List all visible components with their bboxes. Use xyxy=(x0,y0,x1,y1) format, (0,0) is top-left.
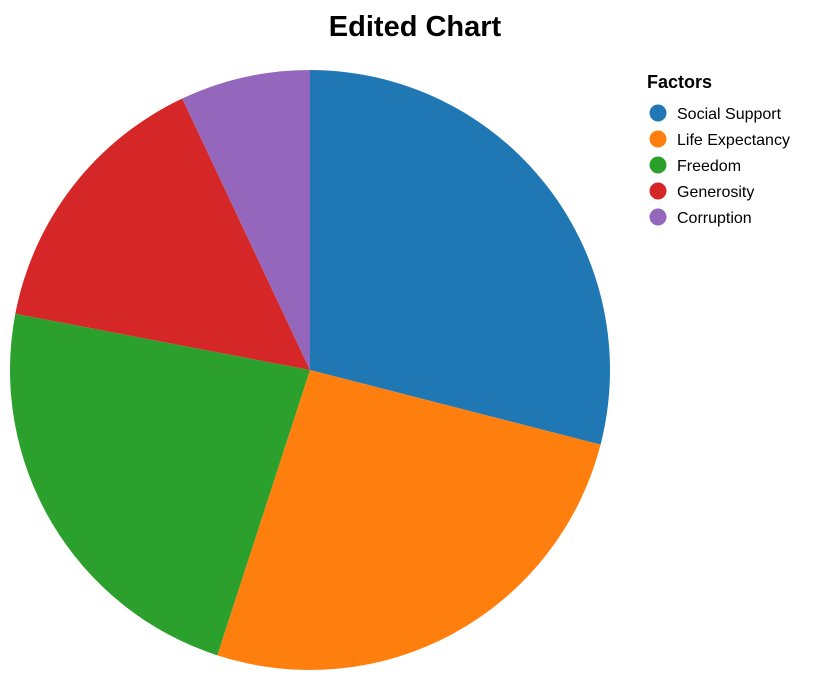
pie-slices xyxy=(9,70,610,671)
legend-item-freedom: Freedom xyxy=(649,156,741,175)
legend-swatch-freedom xyxy=(649,156,667,174)
legend-label-social-support: Social Support xyxy=(677,106,782,123)
pie-slice-freedom xyxy=(9,313,310,656)
legend-swatch-corruption xyxy=(649,208,667,226)
legend-item-life-expectancy: Life Expectancy xyxy=(649,130,790,149)
legend-swatch-generosity xyxy=(649,182,667,200)
pie-slice-life-expectancy xyxy=(217,370,601,671)
pie-slice-social-support xyxy=(310,70,610,445)
legend: Factors Social Support Life Expectancy Fre… xyxy=(647,72,790,227)
legend-label-generosity: Generosity xyxy=(677,184,754,201)
legend-label-freedom: Freedom xyxy=(677,158,741,175)
legend-swatch-life-expectancy xyxy=(649,130,667,148)
legend-swatch-social-support xyxy=(649,104,667,122)
legend-items: Social Support Life Expectancy Freedom Gene… xyxy=(649,104,790,227)
legend-item-corruption: Corruption xyxy=(649,208,752,227)
pie-slice-generosity xyxy=(15,98,311,371)
legend-label-life-expectancy: Life Expectancy xyxy=(677,132,790,149)
legend-item-generosity: Generosity xyxy=(649,182,754,201)
chart-title: Edited Chart xyxy=(329,11,502,43)
legend-item-social-support: Social Support xyxy=(649,104,782,123)
legend-label-corruption: Corruption xyxy=(677,210,752,227)
pie-slice-corruption xyxy=(182,70,310,370)
legend-title: Factors xyxy=(647,72,712,92)
